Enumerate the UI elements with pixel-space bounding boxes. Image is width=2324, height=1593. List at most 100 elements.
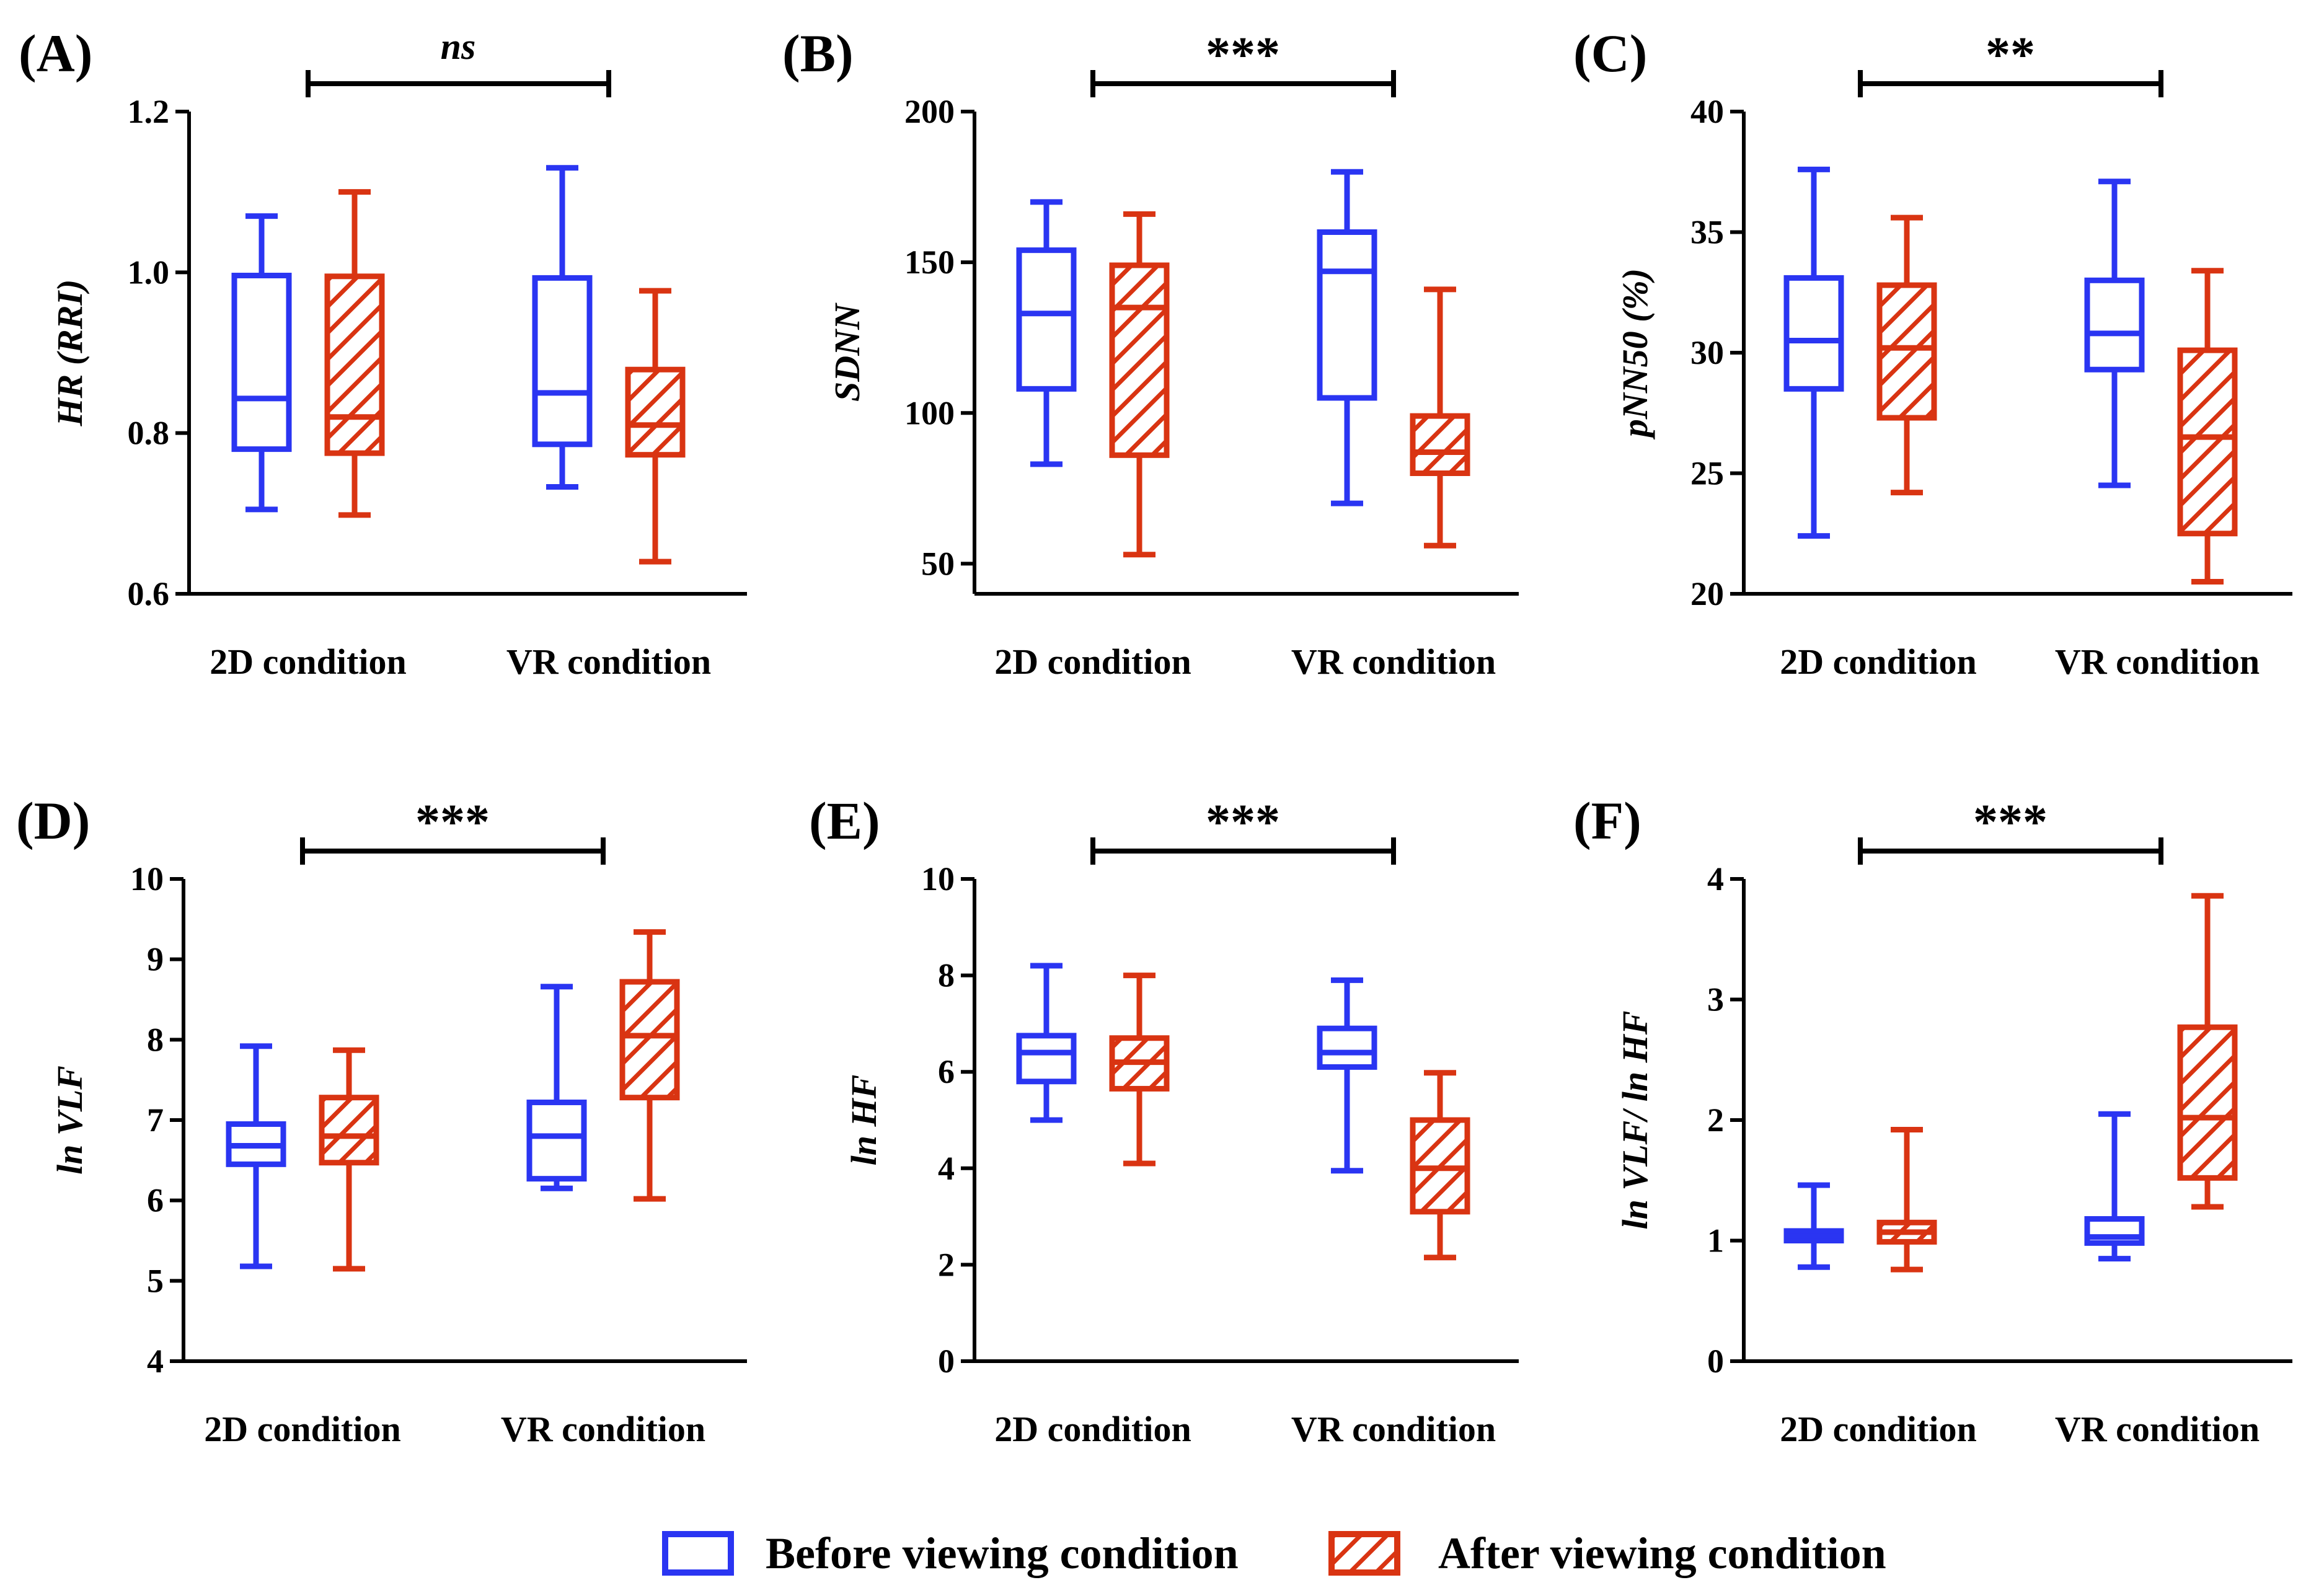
box-group [1016, 169, 1470, 558]
category-label-2d: 2D condition [204, 1409, 400, 1449]
box-before-2d [1016, 199, 1077, 467]
y-tick-label: 4 [147, 1343, 164, 1380]
y-tick-label: 2 [938, 1246, 955, 1283]
box-after-2d [1109, 973, 1170, 1167]
y-tick-label: 3 [1707, 981, 1724, 1018]
y-tick-label: 6 [147, 1182, 164, 1219]
y-tick-label: 4 [938, 1150, 955, 1187]
y-tick-label: 20 [1690, 575, 1724, 612]
y-axis-ticks: 20 25 30 35 40 [1690, 93, 1744, 612]
y-axis-ticks: 0.6 0.8 1.0 1.2 [128, 93, 189, 612]
iqr-box [526, 1099, 587, 1182]
box-before-2d [1783, 1182, 1844, 1270]
y-tick-label: 25 [1690, 455, 1724, 492]
y-tick-label: 0.8 [128, 415, 170, 452]
box-before-vr [2084, 1111, 2145, 1262]
panel-label: (F) [1573, 791, 1641, 850]
iqr-box [319, 1095, 379, 1166]
significance-label: *** [1206, 28, 1280, 82]
iqr-box [1783, 275, 1844, 392]
box-after-vr [2177, 268, 2238, 585]
panel-c: (C) pNN50 (%) 20 25 30 35 40 2D condition VR… [1573, 24, 2292, 682]
iqr-box [1109, 262, 1170, 458]
box-after-vr [625, 288, 686, 565]
category-label-vr: VR condition [501, 1409, 705, 1449]
y-tick-label: 7 [147, 1101, 164, 1139]
box-before-vr [1317, 977, 1377, 1174]
significance-bracket [300, 837, 606, 865]
y-axis-label: ln VLF [50, 1066, 90, 1175]
legend-swatch-before [662, 1531, 734, 1576]
y-axis-ticks: 50 100 150 200 [904, 93, 974, 582]
box-after-2d [324, 189, 385, 518]
panel-d: (D) ln VLF 4 5 6 7 8 9 10 2D condition VR cond… [16, 791, 747, 1449]
significance-label: ns [441, 26, 476, 67]
box-group [1016, 963, 1470, 1261]
category-label-2d: 2D condition [1780, 642, 1976, 682]
significance-bracket [1090, 837, 1396, 865]
y-axis-label: SDNN [827, 302, 867, 402]
iqr-box [1317, 1025, 1377, 1070]
iqr-box [324, 273, 385, 456]
y-tick-label: 0.6 [128, 575, 170, 612]
category-label-vr: VR condition [1291, 1409, 1496, 1449]
box-before-2d [1016, 963, 1077, 1123]
legend: Before viewing condition After viewing c… [662, 1529, 1886, 1578]
y-tick-label: 8 [938, 957, 955, 994]
iqr-box [625, 366, 686, 458]
panel-b: (B) SDNN 50 100 150 200 2D condition VR con… [782, 24, 1519, 682]
category-label-vr: VR condition [1291, 642, 1496, 682]
y-tick-label: 0 [938, 1343, 955, 1380]
y-axis-ticks: 0 2 4 6 8 10 [921, 860, 974, 1380]
category-label-2d: 2D condition [994, 1409, 1191, 1449]
y-tick-label: 50 [921, 545, 955, 582]
iqr-box [2177, 347, 2238, 537]
significance-label: *** [1206, 795, 1280, 850]
box-group [226, 929, 680, 1272]
iqr-box [1317, 229, 1377, 401]
significance-label: *** [415, 795, 490, 850]
panel-label: (B) [782, 24, 854, 83]
y-tick-label: 30 [1690, 334, 1724, 371]
y-tick-label: 2 [1707, 1101, 1724, 1139]
significance-bracket [1858, 70, 2163, 97]
iqr-box [2177, 1024, 2238, 1181]
significance-label: ** [1986, 28, 2035, 82]
significance-bracket [1090, 70, 1396, 97]
y-tick-label: 10 [921, 860, 955, 898]
y-tick-label: 1 [1707, 1222, 1724, 1260]
y-tick-label: 10 [130, 860, 164, 898]
y-tick-label: 5 [147, 1262, 164, 1299]
box-before-vr [1317, 169, 1377, 506]
significance-bracket [306, 70, 611, 97]
iqr-box [1876, 282, 1937, 421]
legend-label-before: Before viewing condition [766, 1529, 1239, 1578]
y-tick-label: 6 [938, 1053, 955, 1090]
y-tick-label: 0 [1707, 1343, 1724, 1380]
panel-label: (A) [19, 24, 92, 83]
box-after-2d [319, 1047, 379, 1272]
y-tick-label: 8 [147, 1021, 164, 1058]
y-tick-label: 40 [1690, 93, 1724, 130]
iqr-box [231, 273, 292, 452]
y-tick-label: 9 [147, 941, 164, 978]
panel-label: (C) [1573, 24, 1647, 83]
box-before-2d [226, 1043, 286, 1269]
category-label-2d: 2D condition [210, 642, 406, 682]
y-axis-label: ln VLF/ ln HF [1615, 1011, 1655, 1230]
panel-label: (E) [809, 791, 880, 850]
box-after-vr [1410, 1070, 1470, 1261]
box-group [1783, 893, 2238, 1273]
box-before-vr [532, 165, 593, 490]
y-tick-label: 100 [904, 394, 955, 431]
significance-bracket [1858, 837, 2163, 865]
category-label-2d: 2D condition [994, 642, 1191, 682]
y-axis-label: pNN50 (%) [1615, 268, 1655, 440]
box-before-vr [526, 984, 587, 1191]
y-axis-label: HR (RRI) [50, 280, 90, 427]
y-axis-label: ln HF [844, 1075, 884, 1166]
legend-label-after: After viewing condition [1438, 1529, 1886, 1578]
y-tick-label: 4 [1707, 860, 1724, 898]
iqr-box [2084, 277, 2145, 373]
